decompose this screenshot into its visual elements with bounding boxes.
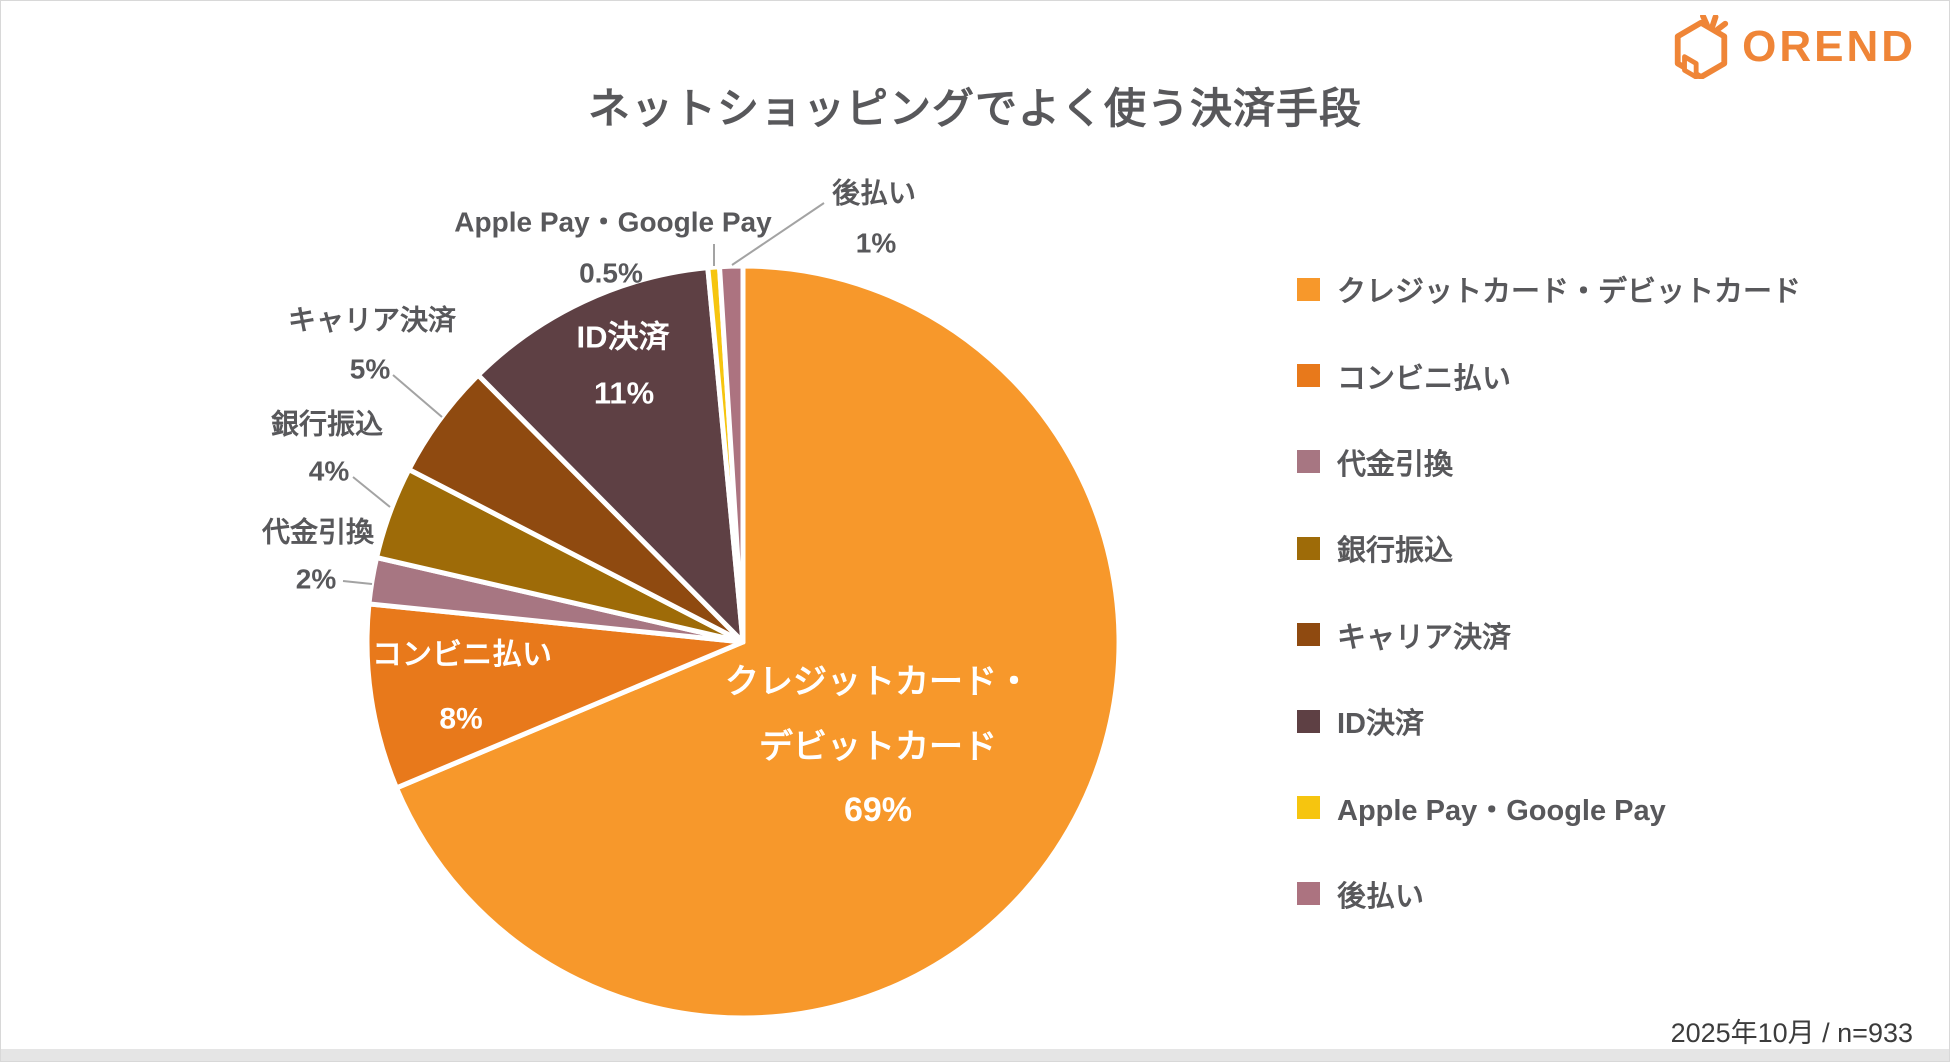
pie-label-konbini-name: コンビニ払い <box>372 639 552 672</box>
pie-label-bank-pct: 4% <box>309 456 350 487</box>
legend-swatch <box>1297 364 1320 388</box>
pie-label-carrier-pct: 5% <box>350 354 391 385</box>
legend-swatch <box>1297 796 1320 820</box>
pie-label-atobarai-name: 後払い <box>832 178 916 209</box>
leader-line-carrier <box>392 374 443 418</box>
pie-slice-7 <box>717 263 746 645</box>
leader-line-atobarai <box>731 202 825 266</box>
page-title: ネットショッピングでよく使う決済手段 <box>587 85 1362 132</box>
pie-label-credit-pct: 69% <box>844 791 912 829</box>
legend-item-5: ID決済 <box>1297 678 1801 764</box>
pie-label-applepay-pct: 0.5% <box>579 258 643 289</box>
legend-item-4: キャリア決済 <box>1297 592 1801 678</box>
bottom-bar <box>1 1049 1949 1061</box>
legend-swatch <box>1297 882 1320 906</box>
legend-item-6: Apple Pay・Google Pay <box>1297 764 1801 850</box>
pie-labels: クレジットカード・ デビットカード 69% コンビニ払い 8% 代金引換 2% … <box>261 178 1031 830</box>
pie-slice-0 <box>393 263 1122 1021</box>
leader-line-cod <box>342 580 373 585</box>
pie-label-konbini-pct: 8% <box>439 703 482 736</box>
pie-label-cod-name: 代金引換 <box>261 516 375 548</box>
legend-swatch <box>1297 709 1320 733</box>
pie-label-credit-line2: デビットカード <box>759 727 997 766</box>
legend-label: 後払い <box>1337 880 1425 913</box>
legend-item-3: 銀行振込 <box>1297 505 1801 591</box>
legend-swatch <box>1297 536 1320 560</box>
legend-item-7: 後払い <box>1297 851 1801 937</box>
pie-label-id-pct: 11% <box>594 376 654 411</box>
leader-lines <box>342 202 825 585</box>
orend-logo-icon <box>1674 15 1729 79</box>
leader-line-bank <box>352 476 391 508</box>
legend-item-1: コンビニ払い <box>1297 332 1801 418</box>
legend-label: ID決済 <box>1337 708 1425 741</box>
legend: クレジットカード・デビットカード コンビニ払い 代金引換銀行振込キャリア決済 ID決済… <box>1297 246 1801 937</box>
pie-label-credit-line1: クレジットカード・ <box>725 663 1031 701</box>
legend-item-2: 代金引換 <box>1297 419 1801 505</box>
pie-slice-1 <box>364 601 746 791</box>
pie-slice-5 <box>475 265 746 645</box>
source-note: 2025年10月 / n=933 <box>1670 1018 1913 1048</box>
pie-slices <box>364 263 1122 1021</box>
legend-label: キャリア決済 <box>1337 621 1512 654</box>
legend-label: Apple Pay・Google Pay <box>1337 794 1666 827</box>
pie-label-atobarai-pct: 1% <box>856 228 897 259</box>
pie-label-carrier-name: キャリア決済 <box>288 305 457 336</box>
pie-label-cod-pct: 2% <box>296 564 337 595</box>
legend-item-0: クレジットカード・デビットカード <box>1297 246 1801 332</box>
pie-label-id-name: ID決済 <box>577 320 671 355</box>
orend-logo: OREND <box>1668 15 1916 79</box>
legend-swatch <box>1297 623 1320 647</box>
legend-label: クレジットカード・デビットカード <box>1337 276 1802 309</box>
legend-swatch <box>1297 450 1320 474</box>
orend-logo-text: OREND <box>1742 22 1916 71</box>
legend-swatch <box>1297 277 1320 301</box>
legend-label: 代金引換 <box>1337 448 1454 481</box>
pie-label-applepay-name: Apple Pay・Google Pay <box>454 207 772 238</box>
legend-label: 銀行振込 <box>1337 535 1454 568</box>
pie-label-bank-name: 銀行振込 <box>271 408 383 440</box>
legend-label: コンビニ払い <box>1337 362 1512 395</box>
